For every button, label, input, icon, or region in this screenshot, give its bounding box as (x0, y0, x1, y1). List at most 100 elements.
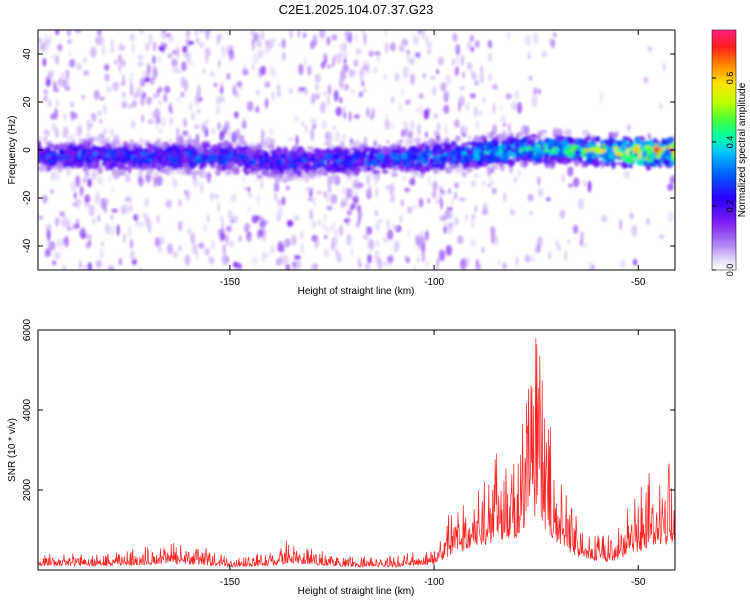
spectrogram-cell (314, 237, 319, 249)
spectrogram-cell (69, 162, 74, 168)
spectrogram-cell (297, 30, 301, 39)
spectrogram-cell (171, 64, 176, 74)
spectrogram-cell (154, 117, 159, 129)
spectrogram-cell (406, 257, 410, 264)
spectrogram-cell (384, 164, 388, 169)
spectrogram-cell (167, 53, 173, 58)
spectrogram-cell (333, 236, 339, 245)
spectrogram-cell (451, 140, 456, 147)
spectrogram-cell (274, 180, 279, 188)
spectrogram-cell (217, 142, 223, 147)
spectrogram-cell (653, 140, 658, 144)
spectrogram-cell (625, 147, 632, 152)
spectrogram-cell (411, 145, 417, 153)
spectrogram-cell (104, 202, 107, 214)
y-tick-label: 6000 (22, 318, 33, 341)
spectrogram-cell (348, 111, 352, 122)
spectrogram-heat (38, 30, 675, 270)
spectrogram-cell (145, 172, 151, 183)
spectrogram-cell (326, 36, 331, 46)
spectrogram-cell (327, 175, 334, 185)
spectrogram-cell (122, 141, 128, 147)
spectrogram-cell (171, 58, 178, 67)
spectrogram-cell (219, 95, 225, 103)
spectrogram-cell (620, 259, 626, 269)
spectrogram-cell (97, 147, 105, 153)
spectrogram-cell (652, 158, 661, 164)
spectrogram-cell (276, 163, 283, 171)
spectrogram-cell (171, 169, 175, 180)
spectrogram-cell (92, 112, 97, 123)
spectrogram-cell (146, 96, 153, 106)
spectrogram-cell (461, 125, 469, 135)
spectrogram-cell (333, 148, 340, 152)
spectrogram-cell (509, 208, 515, 216)
spectrogram-cell (499, 104, 504, 111)
spectrogram-cell (90, 46, 97, 58)
spectrogram-cell (118, 258, 122, 266)
spectrogram-cell (180, 91, 185, 98)
spectrogram-cell (317, 219, 321, 226)
spectrogram-cell (232, 215, 239, 224)
spectrogram-cell (439, 147, 445, 156)
spectrogram-cell (287, 137, 295, 142)
spectrogram-cell (152, 41, 157, 52)
spectrogram-cell (182, 45, 188, 53)
spectrogram-cell (153, 177, 158, 188)
spectrogram-cell (190, 232, 196, 245)
spectrogram-cell (341, 50, 345, 58)
spectrogram-cell (328, 131, 333, 143)
snr-y-axis-label: SNR (10 * v/v) (7, 418, 18, 482)
spectrogram-cell (55, 30, 60, 36)
spectrogram-cell (567, 183, 574, 188)
y-tick-label: 20 (22, 96, 33, 108)
spectrogram-cell (61, 79, 67, 88)
spectrogram-cell (276, 199, 283, 207)
spectrogram-cell (266, 144, 275, 149)
spectrogram-cell (131, 99, 137, 108)
spectrogram-cell (49, 188, 55, 194)
spectrogram-cell (247, 235, 252, 245)
spectrogram-cell (315, 93, 320, 100)
spectrogram-cell (503, 191, 507, 203)
spectrogram-cell (177, 144, 186, 150)
spectrogram-cell (325, 160, 330, 164)
spectrogram-cell (127, 166, 132, 174)
spectrogram-cell (276, 212, 282, 223)
spectrogram-cell (166, 243, 174, 255)
spectrogram-cell (102, 44, 105, 56)
spectrogram-cell (631, 224, 638, 237)
spectrogram-cell (543, 154, 549, 160)
spectrogram-cell (371, 164, 375, 172)
spectrogram-cell (298, 63, 304, 76)
spectrogram-cell (421, 251, 425, 263)
spectrogram-cell (455, 44, 461, 56)
spectrogram-cell (465, 214, 468, 221)
spectrogram-cell (327, 84, 332, 95)
spectrogram-cell (356, 222, 360, 227)
spectrogram-cell (230, 194, 237, 203)
spectrogram-cell (454, 54, 460, 65)
spectrogram-cell (235, 145, 243, 153)
spectrogram-cell (104, 160, 112, 169)
spectrogram-cell (303, 161, 311, 166)
spectrogram-cell (482, 97, 486, 103)
spectrogram-cell (106, 86, 112, 93)
spectrogram-cell (194, 124, 200, 129)
spectrogram-cell (79, 185, 83, 197)
spectrogram-cell (487, 40, 492, 48)
spectrogram-cell (319, 101, 326, 114)
spectrogram-cell (54, 127, 59, 139)
spectrogram-cell (81, 147, 88, 156)
spectrogram-cell (339, 43, 346, 51)
spectrogram-cell (469, 34, 475, 43)
spectrogram-cell (235, 90, 239, 99)
spectrogram-cell (265, 166, 270, 172)
spectrogram-cell (68, 48, 72, 58)
spectrogram-cell (615, 162, 622, 165)
spectrogram-cell (390, 96, 395, 104)
spectrogram-cell (170, 157, 176, 164)
spectrogram-cell (350, 142, 356, 147)
spectrogram-cell (129, 139, 134, 146)
